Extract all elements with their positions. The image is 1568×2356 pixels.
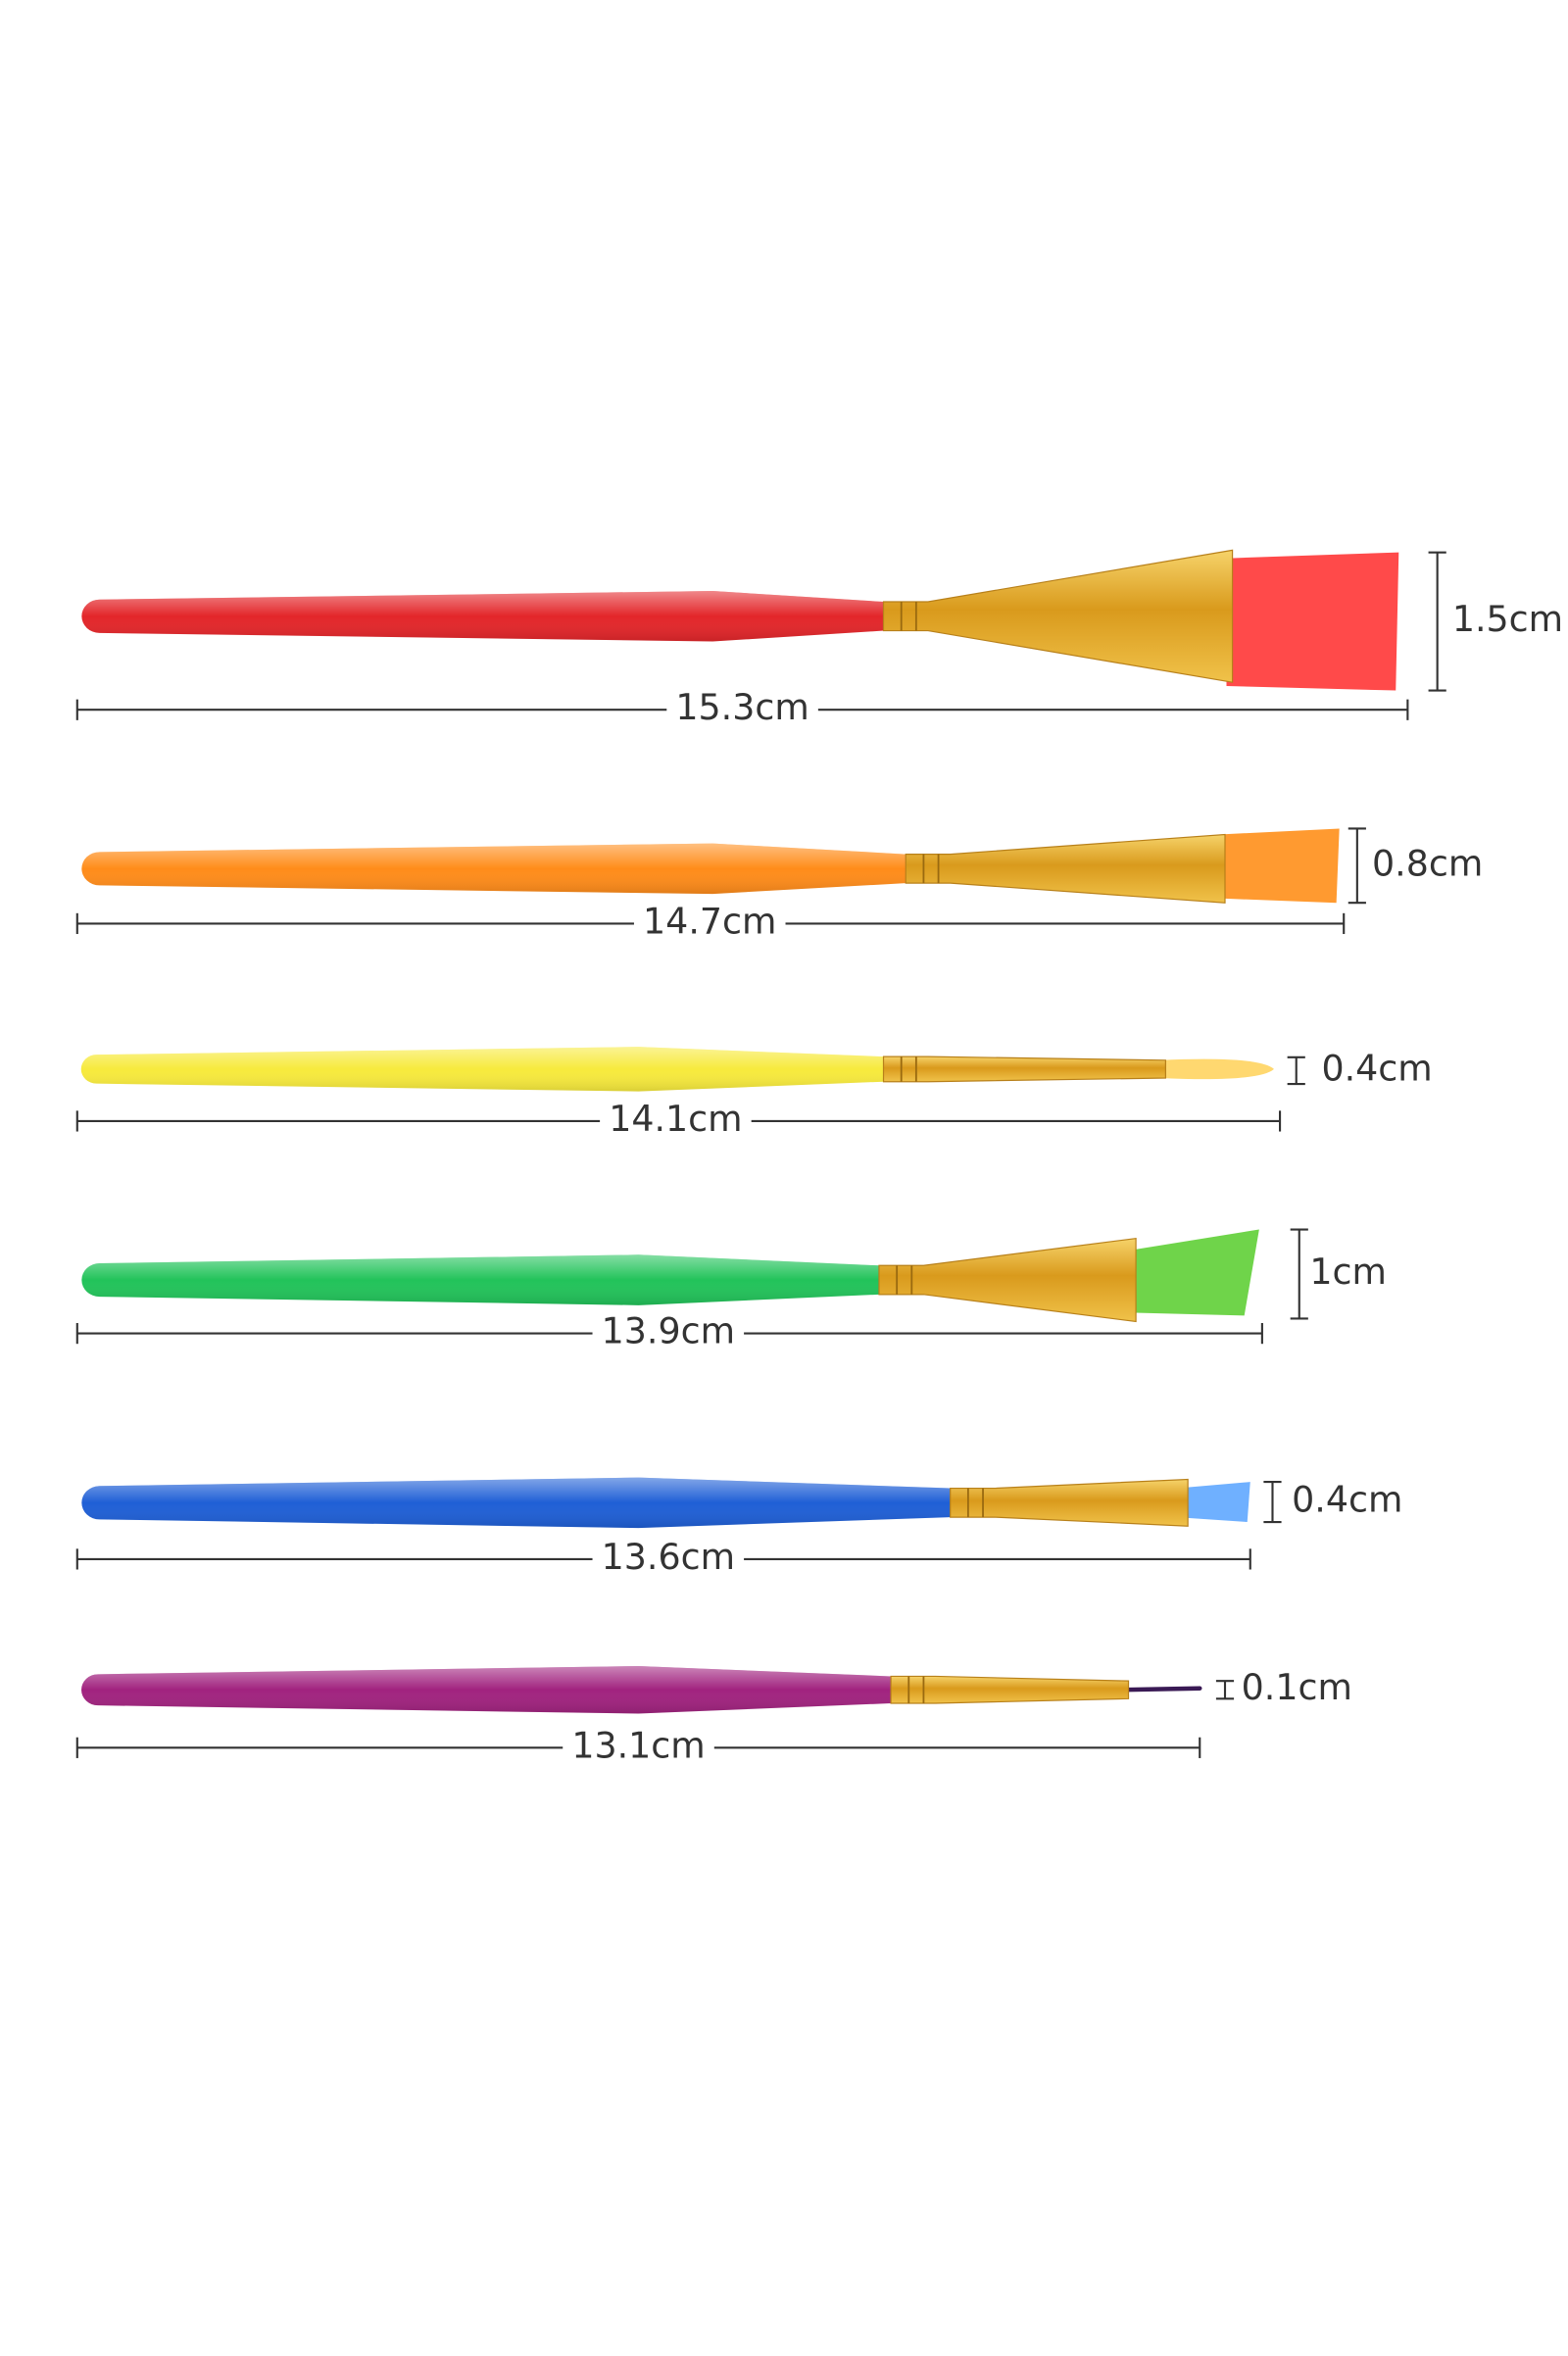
brush	[81, 1666, 1202, 1714]
bristles	[1218, 828, 1340, 904]
width-label: 1cm	[1309, 1251, 1387, 1293]
brush	[81, 828, 1340, 904]
handle-shine	[81, 1254, 879, 1305]
length-label: 14.1cm	[609, 1098, 742, 1140]
brush	[81, 1229, 1259, 1323]
ferrule	[878, 1237, 1137, 1323]
length-label: 13.1cm	[571, 1724, 705, 1766]
width-label: 0.4cm	[1292, 1479, 1402, 1521]
ferrule	[890, 1675, 1130, 1704]
brush	[81, 549, 1399, 691]
handle-shine	[81, 1666, 892, 1714]
ferrule	[882, 549, 1234, 683]
length-label: 15.3cm	[675, 686, 808, 728]
bristles	[1182, 1482, 1250, 1523]
length-label: 13.9cm	[602, 1310, 735, 1352]
handle-shine	[81, 591, 884, 642]
brush	[81, 1477, 1250, 1529]
bristles	[1120, 1686, 1202, 1693]
length-label: 14.7cm	[643, 900, 776, 942]
brush	[80, 1047, 1274, 1092]
width-label: 0.8cm	[1372, 842, 1483, 884]
bristles	[1130, 1229, 1259, 1316]
bristles	[1226, 552, 1399, 691]
ferrule	[882, 1055, 1166, 1083]
ferrule	[950, 1478, 1189, 1527]
width-label: 0.4cm	[1321, 1047, 1432, 1089]
bristles	[1159, 1058, 1274, 1080]
handle-shine	[81, 1477, 951, 1529]
width-label: 1.5cm	[1452, 598, 1563, 640]
handle-shine	[81, 843, 906, 895]
length-label: 13.6cm	[602, 1536, 735, 1578]
width-label: 0.1cm	[1242, 1666, 1352, 1708]
handle-shine	[80, 1047, 884, 1092]
ferrule	[905, 833, 1226, 904]
